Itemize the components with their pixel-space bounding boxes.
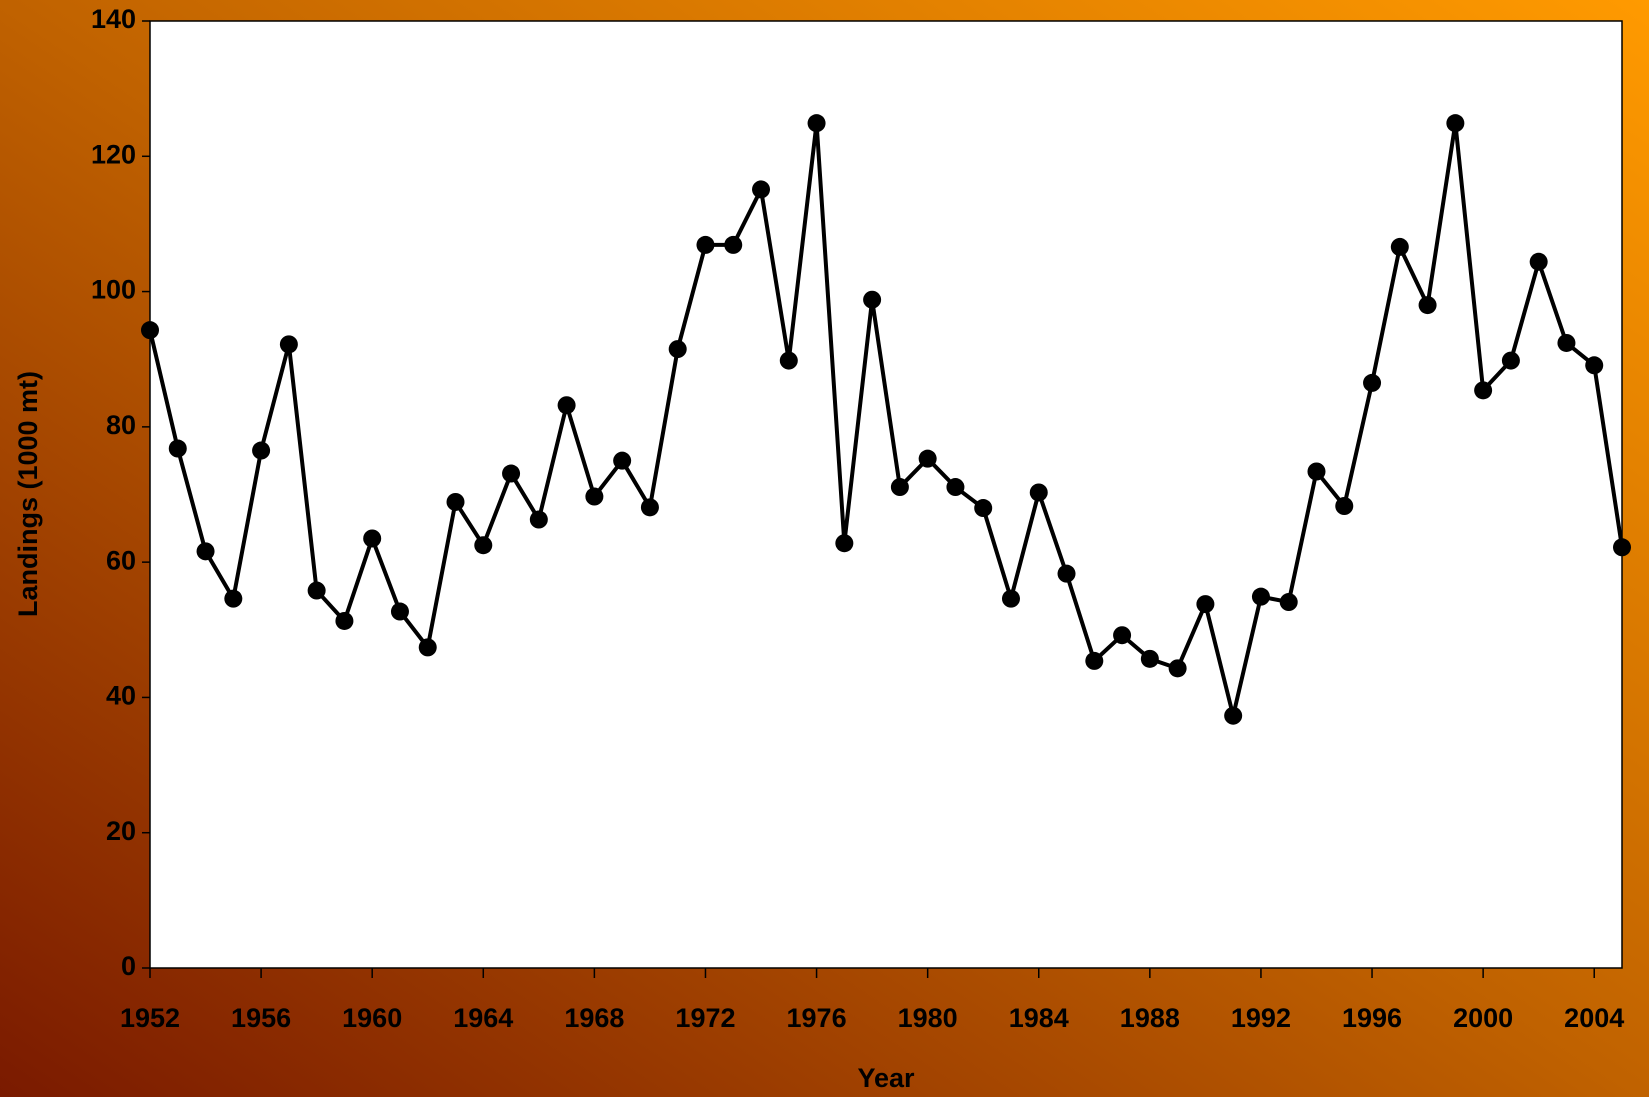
data-point bbox=[890, 478, 909, 497]
data-point bbox=[835, 534, 854, 553]
data-point bbox=[640, 498, 659, 517]
y-tick-label: 20 bbox=[106, 816, 136, 846]
data-point bbox=[446, 492, 465, 511]
data-point bbox=[724, 235, 743, 254]
data-point bbox=[335, 611, 354, 630]
data-point bbox=[918, 449, 937, 468]
plot-area bbox=[149, 20, 1623, 969]
data-point bbox=[1446, 114, 1465, 133]
data-point bbox=[1390, 237, 1409, 256]
x-tick-label: 1976 bbox=[787, 1003, 847, 1033]
data-point bbox=[1057, 564, 1076, 583]
data-point bbox=[1335, 496, 1354, 515]
data-point bbox=[1557, 333, 1576, 352]
data-point bbox=[1501, 351, 1520, 370]
data-point bbox=[418, 638, 437, 657]
data-point bbox=[141, 321, 159, 340]
data-point bbox=[224, 589, 243, 608]
y-tick-label: 80 bbox=[106, 410, 136, 440]
data-point bbox=[779, 351, 798, 370]
data-point bbox=[752, 180, 771, 199]
data-point bbox=[252, 441, 271, 460]
data-point bbox=[1085, 651, 1104, 670]
data-point bbox=[807, 114, 826, 133]
data-point bbox=[1029, 483, 1048, 502]
data-point bbox=[1418, 296, 1437, 315]
data-point bbox=[585, 487, 604, 506]
data-point bbox=[1279, 593, 1298, 612]
data-point bbox=[1363, 373, 1382, 392]
data-point bbox=[1474, 381, 1493, 400]
data-point bbox=[1196, 595, 1215, 614]
data-point bbox=[1113, 626, 1132, 645]
x-tick-label: 1956 bbox=[231, 1003, 291, 1033]
y-tick-label: 140 bbox=[91, 4, 136, 34]
data-point bbox=[474, 536, 493, 555]
x-tick-label: 1984 bbox=[1009, 1003, 1069, 1033]
data-point bbox=[1529, 252, 1548, 271]
x-tick-label: 1988 bbox=[1120, 1003, 1180, 1033]
data-point bbox=[696, 235, 715, 254]
x-tick-label: 1992 bbox=[1231, 1003, 1291, 1033]
data-point bbox=[1613, 538, 1631, 557]
data-point bbox=[390, 602, 409, 621]
x-tick-label: 1964 bbox=[453, 1003, 513, 1033]
y-tick-label: 60 bbox=[106, 545, 136, 575]
data-point bbox=[279, 335, 298, 354]
data-point bbox=[1307, 462, 1326, 481]
data-point bbox=[1224, 706, 1243, 725]
data-point bbox=[1585, 356, 1604, 375]
y-tick-label: 40 bbox=[106, 681, 136, 711]
data-point bbox=[307, 581, 326, 600]
x-tick-label: 1980 bbox=[898, 1003, 958, 1033]
data-point bbox=[1140, 649, 1159, 668]
series-line bbox=[148, 122, 1624, 717]
x-tick-label: 1952 bbox=[120, 1003, 180, 1033]
y-tick-label: 100 bbox=[91, 275, 136, 305]
x-axis-title: Year bbox=[857, 1063, 915, 1093]
data-point bbox=[1251, 587, 1270, 606]
x-tick-label: 1960 bbox=[342, 1003, 402, 1033]
data-point bbox=[613, 451, 632, 470]
data-point bbox=[196, 542, 215, 561]
data-point bbox=[363, 529, 382, 548]
data-point bbox=[668, 340, 687, 359]
data-point bbox=[1001, 589, 1020, 608]
data-point bbox=[863, 290, 882, 309]
data-point bbox=[502, 464, 521, 483]
x-tick-label: 1968 bbox=[564, 1003, 624, 1033]
data-point bbox=[529, 510, 548, 529]
data-point bbox=[1168, 659, 1187, 678]
y-axis-title: Landings (1000 mt) bbox=[13, 371, 43, 617]
x-tick-label: 2000 bbox=[1453, 1003, 1513, 1033]
y-tick-label: 120 bbox=[91, 139, 136, 169]
x-tick-label: 1972 bbox=[675, 1003, 735, 1033]
data-point bbox=[557, 396, 576, 415]
x-tick-label: 1996 bbox=[1342, 1003, 1402, 1033]
data-point bbox=[168, 439, 187, 458]
data-point bbox=[974, 499, 993, 518]
y-tick-label: 0 bbox=[121, 951, 136, 981]
data-point bbox=[946, 478, 965, 497]
x-tick-label: 2004 bbox=[1564, 1003, 1624, 1033]
